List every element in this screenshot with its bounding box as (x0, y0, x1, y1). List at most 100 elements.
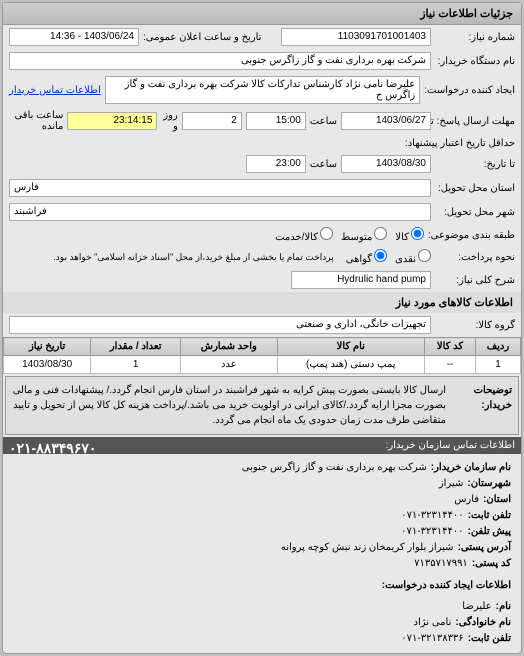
contact-key: کد پستی: (472, 556, 511, 572)
creator-field: علیرضا نامی نژاد کارشناس تدارکات کالا شر… (105, 76, 420, 104)
contact-val: شیراز بلوار کریمخان زند نبش کوچه پروانه (281, 540, 454, 556)
contact-line: نام خانوادگی:نامی نژاد (13, 615, 511, 631)
desc-label: توضیحات خریدار: (452, 383, 512, 428)
row-need-title: شرح کلی نیاز: Hydrulic hand pump (3, 268, 521, 292)
contact-block: نام سازمان خریدار:شرکت بهره برداری نفت و… (3, 454, 521, 578)
row-deadline: مهلت ارسال پاسخ: تا 1403/06/27 ساعت 15:0… (3, 107, 521, 135)
days-field: 2 (182, 112, 242, 130)
accept-cash-option[interactable]: نقدی (395, 249, 431, 265)
th-5: تاریخ نیاز (4, 338, 91, 356)
th-1: کد کالا (425, 338, 476, 356)
extend-to-label: تا تاریخ: (435, 159, 515, 170)
extend-date-field: 1403/08/30 (341, 155, 431, 173)
request-no-label: شماره نیاز: (435, 32, 515, 43)
city-label: شهر محل تحویل: (435, 207, 515, 218)
row-city: شهر محل تحویل: فراشبند (3, 200, 521, 224)
contact-line: نام:علیرضا (13, 599, 511, 615)
deadline-time-label: ساعت (310, 116, 337, 127)
table-header-row: ردیف کد کالا نام کالا واحد شمارش تعداد /… (4, 338, 521, 356)
pack-group-radio[interactable] (374, 227, 387, 240)
days-label: روز و (161, 110, 177, 132)
need-title-label: شرح کلی نیاز: (435, 275, 515, 286)
panel-title: جزئیات اطلاعات نیاز (3, 3, 521, 25)
desc-box: توضیحات خریدار: ارسال کالا بایستی بصورت … (5, 376, 519, 435)
contact-val: شرکت بهره برداری نفت و گاز زاگرس جنوبی (242, 460, 427, 476)
row-province: استان محل تحویل: فارس (3, 176, 521, 200)
contact-val: شیراز (439, 476, 464, 492)
accept-label: نحوه پرداخت: (435, 252, 515, 263)
province-field: فارس (9, 179, 431, 197)
need-title-field: Hydrulic hand pump (291, 271, 431, 289)
org-label: نام دستگاه خریدار: (435, 56, 515, 67)
td-5: 1403/08/30 (4, 356, 91, 374)
org-field: شرکت بهره برداری نفت و گاز زاگرس جنوبی (9, 52, 431, 70)
contact-key: نام خانوادگی: (455, 615, 511, 631)
td-4: 1 (91, 356, 181, 374)
contact-key: تلفن ثابت: (468, 508, 511, 524)
pack-pay-option[interactable]: کالا/خدمت (275, 227, 333, 243)
pack-radios: کالا متوسط کالا/خدمت (275, 227, 424, 243)
row-extend2: تا تاریخ: 1403/08/30 ساعت 23:00 (3, 152, 521, 176)
public-date-label: تاریخ و ساعت اعلان عمومی: (143, 32, 277, 43)
contact-key: نام: (496, 599, 511, 615)
td-0: 1 (476, 356, 521, 374)
row-request-no: شماره نیاز: 1103091701001403 تاریخ و ساع… (3, 25, 521, 49)
group-label: گروه کالا: (435, 320, 515, 331)
contact-block2: نام:علیرضانام خانوادگی:نامی نژادتلفن ثاب… (3, 593, 521, 653)
accept-pay-radio[interactable] (374, 249, 387, 262)
main-panel: جزئیات اطلاعات نیاز شماره نیاز: 11030917… (2, 2, 522, 654)
pack-kala-radio[interactable] (411, 227, 424, 240)
row-pack: طبقه بندی موضوعی: کالا متوسط کالا/خدمت (3, 224, 521, 246)
row-extend: حداقل تاریخ اعتبار پیشنهاد: (3, 135, 521, 152)
contact-line: تلفن ثابت: ۰۷۱-۳۲۳۱۴۴۰۰ (13, 508, 511, 524)
th-3: واحد شمارش (181, 338, 277, 356)
td-1: -- (425, 356, 476, 374)
contact-key: تلفن ثابت: (468, 631, 511, 647)
contact-link[interactable]: اطلاعات تماس خریدار (9, 85, 101, 96)
contact-line: تلفن ثابت:۰۷۱-۳۲۱۳۸۳۳۶ (13, 631, 511, 647)
remain-label: ساعت باقی مانده (9, 110, 63, 132)
row-accept: نحوه پرداخت: نقدی گواهی پرداخت تمام یا ب… (3, 246, 521, 268)
contact-key: استان: (483, 492, 511, 508)
contact-val: نامی نژاد (414, 615, 452, 631)
items-table: ردیف کد کالا نام کالا واحد شمارش تعداد /… (3, 337, 521, 374)
row-org: نام دستگاه خریدار: شرکت بهره برداری نفت … (3, 49, 521, 73)
contact-title: اطلاعات تماس سازمان خریدار: ۰۲۱-۸۸۳۴۹۶۷۰ (3, 437, 521, 454)
extend-label: حداقل تاریخ اعتبار پیشنهاد: (405, 138, 515, 149)
th-2: نام کالا (277, 338, 425, 356)
contact-val: ۰۷۱-۳۲۳۱۴۴۰۰ (401, 508, 463, 524)
items-section-title: اطلاعات کالاهای مورد نیاز (3, 292, 521, 313)
th-4: تعداد / مقدار (91, 338, 181, 356)
contact-line: استان:فارس (13, 492, 511, 508)
extend-time-field: 23:00 (246, 155, 306, 173)
contact-line: شهرستان:شیراز (13, 476, 511, 492)
contact-key: آدرس پستی: (458, 540, 511, 556)
creator-label: ایجاد کننده درخواست: (424, 85, 515, 96)
deadline-time-field: 15:00 (246, 112, 306, 130)
contact-val: ۰۷۱-۳۲۳۱۴۴۰۰ (401, 524, 463, 540)
pack-group-option[interactable]: متوسط (341, 227, 387, 243)
td-2: پمپ دستی (هند پمپ) (277, 356, 425, 374)
province-label: استان محل تحویل: (435, 183, 515, 194)
td-3: عدد (181, 356, 277, 374)
remain-time-field: 23:14:15 (67, 112, 157, 130)
contact-line: نام سازمان خریدار:شرکت بهره برداری نفت و… (13, 460, 511, 476)
pack-label: طبقه بندی موضوعی: (428, 230, 515, 241)
accept-pay-option[interactable]: گواهی (346, 249, 387, 265)
contact-key: شهرستان: (467, 476, 511, 492)
pack-kala-option[interactable]: کالا (395, 227, 424, 243)
deadline-date-field: 1403/06/27 (341, 112, 431, 130)
table-row: 1 -- پمپ دستی (هند پمپ) عدد 1 1403/08/30 (4, 356, 521, 374)
city-field: فراشبند (9, 203, 431, 221)
contact-line: پیش تلفن:۰۷۱-۳۲۳۱۴۴۰۰ (13, 524, 511, 540)
request-no-field: 1103091701001403 (281, 28, 431, 46)
accept-note: پرداخت تمام یا بخشی از مبلغ خرید،از محل … (45, 250, 341, 265)
contact-line: آدرس پستی:شیراز بلوار کریمخان زند نبش کو… (13, 540, 511, 556)
pack-pay-radio[interactable] (320, 227, 333, 240)
row-creator: ایجاد کننده درخواست: علیرضا نامی نژاد کا… (3, 73, 521, 107)
deadline-label: مهلت ارسال پاسخ: تا (435, 116, 515, 127)
desc-text: ارسال کالا بایستی بصورت پیش کرایه به شهر… (12, 383, 446, 428)
contact-val: ۷۱۳۵۷۱۷۹۹۱ (414, 556, 468, 572)
phone-big: ۰۲۱-۸۸۳۴۹۶۷۰ (9, 440, 96, 457)
accept-cash-radio[interactable] (418, 249, 431, 262)
